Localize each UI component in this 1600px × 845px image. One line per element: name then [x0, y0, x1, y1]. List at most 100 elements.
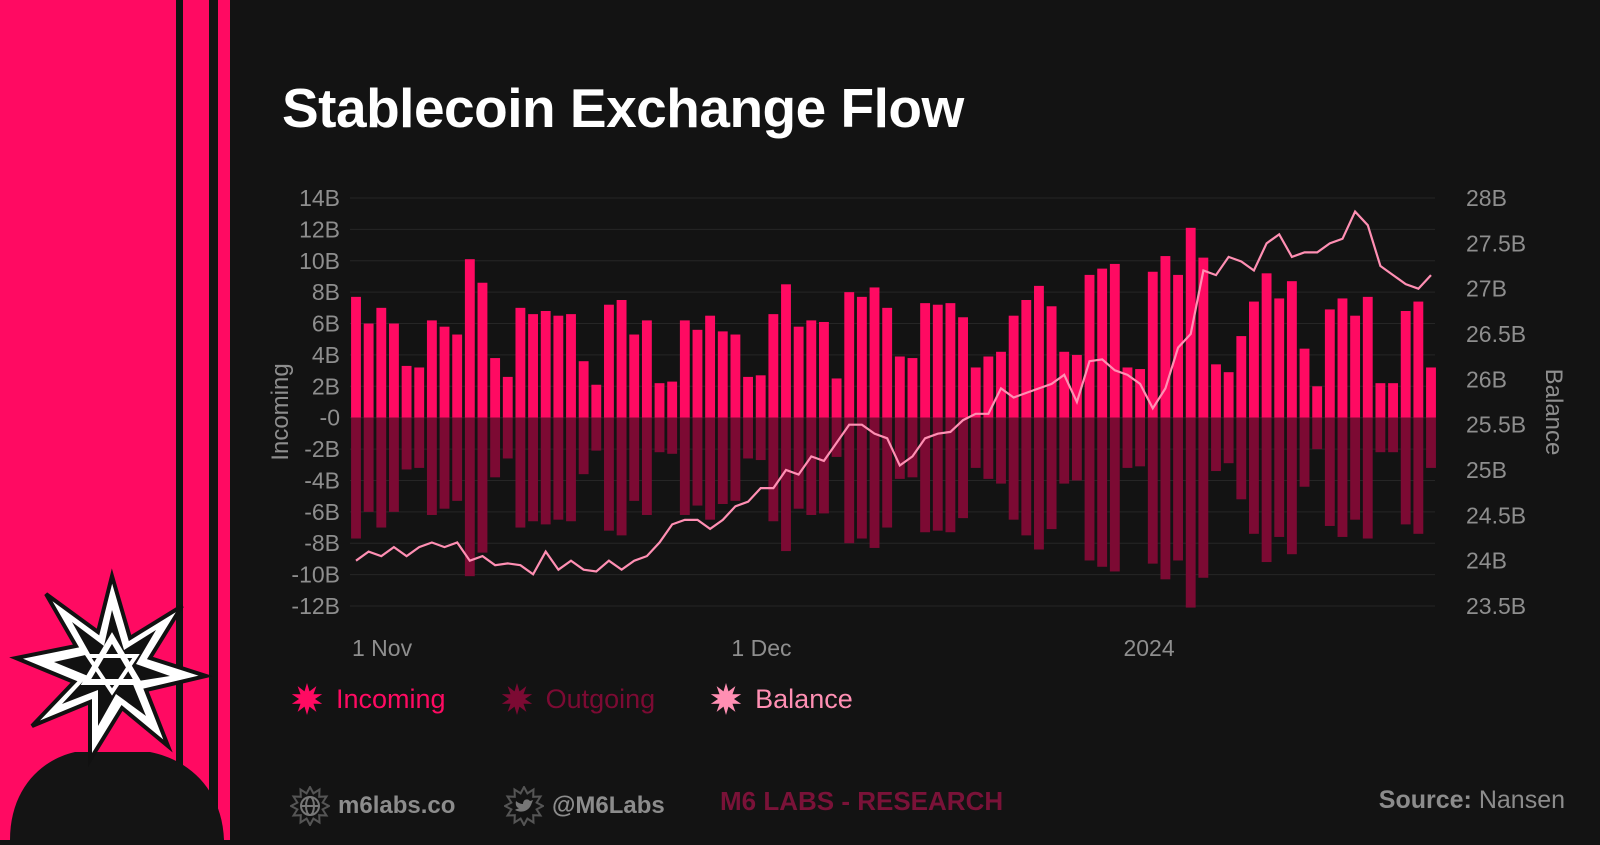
- bar-outgoing: [1413, 417, 1424, 534]
- bar-outgoing: [831, 417, 842, 457]
- avatar-shoulders: [10, 752, 224, 840]
- bar-incoming: [376, 307, 387, 418]
- bar-outgoing: [970, 417, 981, 468]
- bar-incoming: [869, 287, 880, 418]
- bar-outgoing: [1173, 417, 1183, 561]
- bar-outgoing: [566, 417, 576, 522]
- bar-outgoing: [1286, 417, 1297, 555]
- bar-outgoing: [1426, 417, 1436, 468]
- bar-incoming: [351, 296, 361, 418]
- legend-item-balance[interactable]: Balance: [709, 682, 853, 716]
- bar-incoming: [1375, 383, 1386, 418]
- website-link[interactable]: m6labs.co: [338, 792, 456, 819]
- bar-outgoing: [1147, 417, 1158, 564]
- y-tick-label: 8B: [312, 279, 340, 305]
- bar-outgoing: [869, 417, 880, 548]
- bar-outgoing: [717, 417, 728, 504]
- bar-incoming: [1236, 336, 1247, 418]
- y-axis-left: 14B 12B 10B 8B 6B 4B 2B -0 -2B -4B -6B -8B -10B -12B: [291, 185, 340, 619]
- bar-incoming: [1198, 257, 1209, 418]
- bar-outgoing: [414, 417, 425, 468]
- y-tick-label: 6B: [312, 311, 340, 337]
- avatar-logo-icon: [9, 568, 214, 768]
- bar-outgoing: [692, 417, 703, 506]
- bar-incoming: [793, 326, 804, 418]
- bar-incoming: [844, 292, 855, 418]
- bar-outgoing: [932, 417, 943, 531]
- bar-outgoing: [439, 417, 450, 509]
- bar-outgoing: [768, 417, 779, 522]
- bar-outgoing: [1071, 417, 1082, 481]
- bar-incoming: [502, 376, 513, 418]
- bar-incoming: [730, 334, 741, 418]
- research-label: M6 LABS - RESEARCH: [720, 786, 1004, 816]
- bar-incoming: [641, 320, 652, 418]
- bar-incoming: [958, 317, 968, 418]
- bar-incoming: [1135, 369, 1146, 418]
- bar-incoming: [679, 320, 690, 418]
- bar-incoming: [1426, 367, 1436, 418]
- bar-incoming: [983, 356, 994, 418]
- legend-item-incoming[interactable]: Incoming: [290, 682, 446, 716]
- y2-tick-label: 26.5B: [1466, 321, 1526, 347]
- bar-incoming: [426, 320, 437, 418]
- bar-incoming: [768, 314, 779, 418]
- y-tick-label: 2B: [312, 373, 340, 399]
- bar-incoming: [1350, 315, 1361, 418]
- footer-website[interactable]: m6labs.co: [290, 786, 455, 826]
- bar-incoming: [1021, 300, 1032, 418]
- chart-grid: [350, 197, 1435, 607]
- bar-outgoing: [781, 417, 791, 552]
- bar-incoming: [692, 329, 703, 418]
- bar-outgoing: [616, 417, 627, 536]
- bar-incoming: [1249, 301, 1259, 418]
- bar-incoming: [1122, 367, 1133, 418]
- bar-incoming: [654, 383, 665, 418]
- bar-outgoing: [376, 417, 387, 528]
- footer-twitter[interactable]: @M6Labs: [504, 786, 665, 826]
- bar-incoming: [1312, 386, 1323, 418]
- bar-incoming: [1109, 263, 1120, 418]
- bar-incoming: [1400, 310, 1411, 418]
- bar-incoming: [1097, 268, 1108, 418]
- bar-outgoing: [1223, 417, 1234, 464]
- globe-icon: [290, 786, 330, 826]
- bar-incoming: [604, 304, 614, 418]
- bar-outgoing: [1059, 417, 1070, 484]
- chart-legend: Incoming Outgoing Balance: [290, 682, 853, 716]
- bar-incoming: [1046, 306, 1057, 418]
- y2-tick-label: 24B: [1466, 548, 1507, 574]
- bar-incoming: [1147, 271, 1158, 418]
- bar-incoming: [1274, 298, 1285, 418]
- legend-item-outgoing[interactable]: Outgoing: [500, 682, 655, 716]
- bar-outgoing: [389, 417, 399, 512]
- twitter-handle[interactable]: @M6Labs: [552, 792, 665, 819]
- bar-incoming: [1337, 298, 1348, 418]
- bar-incoming: [819, 321, 829, 418]
- bar-outgoing: [1021, 417, 1032, 536]
- y-tick-label: -2B: [304, 436, 340, 462]
- bar-outgoing: [641, 417, 652, 515]
- bar-incoming: [1299, 348, 1310, 418]
- y2-tick-label: 25.5B: [1466, 412, 1526, 438]
- balance-line: [355, 209, 1432, 576]
- bar-incoming: [515, 307, 526, 418]
- bar-incoming: [528, 314, 538, 418]
- bar-incoming: [414, 367, 425, 418]
- bar-incoming: [439, 326, 450, 418]
- bar-incoming: [743, 376, 753, 418]
- bar-outgoing: [793, 417, 804, 509]
- y-tick-label: 14B: [299, 185, 340, 211]
- bar-incoming: [907, 358, 918, 418]
- bar-incoming: [755, 375, 766, 418]
- bar-incoming: [856, 296, 867, 418]
- bar-incoming: [566, 314, 576, 418]
- bar-outgoing: [1388, 417, 1398, 453]
- x-tick-label: 1 Dec: [731, 635, 791, 661]
- bar-outgoing: [363, 417, 374, 512]
- twitter-icon: [504, 786, 544, 826]
- bar-outgoing: [1008, 417, 1019, 520]
- bar-incoming: [1413, 301, 1424, 418]
- bar-outgoing: [452, 417, 463, 501]
- source-value: Nansen: [1478, 786, 1565, 814]
